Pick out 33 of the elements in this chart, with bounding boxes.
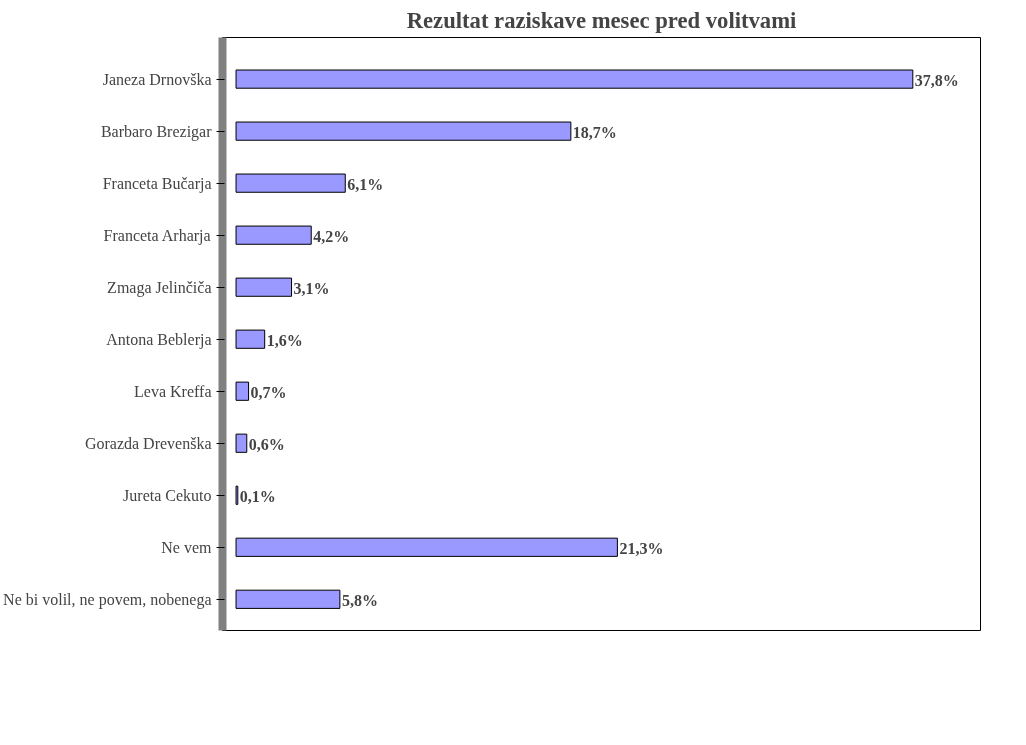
bar: [235, 173, 346, 193]
y-tick-label: Zmaga Jelinčiča: [107, 278, 212, 297]
bar: [235, 537, 618, 557]
bar: [235, 121, 572, 141]
data-label: 0,7%: [250, 384, 287, 402]
bar: [235, 433, 248, 453]
bar: [235, 225, 312, 245]
data-label: 18,7%: [572, 124, 617, 142]
y-tick-label: Franceta Arharja: [103, 226, 211, 245]
y-tick-label: Leva Kreffa: [134, 382, 212, 400]
y-tick-label: Ne bi volil, ne povem, nobenega: [3, 590, 212, 609]
data-label: 5,8%: [341, 592, 378, 610]
data-label: 21,3%: [619, 540, 664, 558]
y-tick-label: Franceta Bučarja: [102, 174, 212, 193]
data-label: 0,1%: [239, 488, 276, 506]
y-tick-label: Janeza Drnovška: [102, 70, 212, 88]
y-tick-label: Gorazda Drevenška: [84, 434, 212, 452]
bar: [235, 589, 341, 609]
y-tick-label: Ne vem: [161, 538, 213, 556]
y-tick-label: Antona Beblerja: [106, 330, 212, 349]
chart-title: Rezultat raziskave mesec pred volitvami: [406, 7, 797, 33]
bar: [235, 381, 250, 401]
data-label: 37,8%: [914, 72, 959, 90]
bar: [235, 69, 914, 89]
data-label: 0,6%: [248, 436, 285, 454]
data-label: 4,2%: [313, 228, 350, 246]
bar: [235, 277, 293, 297]
y-tick-label: Jureta Cekuto: [123, 486, 212, 504]
data-label: 6,1%: [347, 176, 384, 194]
data-label: 3,1%: [293, 280, 330, 298]
bar: [235, 329, 266, 349]
data-label: 1,6%: [266, 332, 303, 350]
y-tick-label: Barbaro Brezigar: [100, 122, 213, 141]
